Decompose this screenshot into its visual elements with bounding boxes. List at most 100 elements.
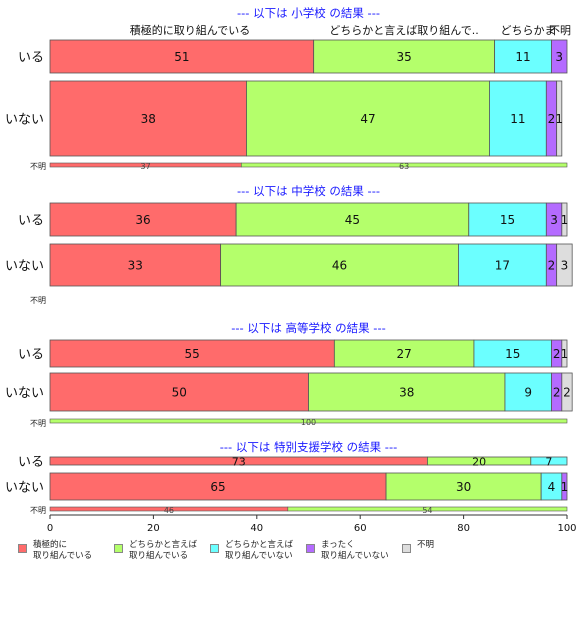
panel-1-row-2-seg-4-value: 2 — [548, 112, 556, 126]
panel-1-row-1-seg-4 — [551, 39, 568, 74]
x-tick-label-4: 60 — [354, 523, 367, 534]
x-tick-label-1: 0 — [47, 523, 53, 534]
legend-label-3: どちらかと言えば 取り組んでいない — [225, 540, 294, 561]
panel-1-row-3-seg-2-value: 63 — [399, 162, 409, 171]
panel-2-row-3-label: 不明 — [30, 296, 46, 305]
panel-3-row-3-seg-2 — [49, 418, 568, 424]
x-tick-label-6: 100 — [557, 523, 576, 534]
panel-title-1: --- 以下は 小学校 の結果 --- — [237, 6, 380, 20]
panel-1-row-1-seg-1 — [49, 39, 315, 74]
panel-4-row-2-seg-2-value: 30 — [456, 480, 471, 494]
panel-1-row-1-seg-3-value: 11 — [515, 50, 530, 64]
panel-3-row-2-seg-4-value: 2 — [553, 386, 561, 400]
legend-swatch-5 — [402, 544, 411, 553]
panel-4-row-1-seg-2-value: 20 — [472, 456, 486, 469]
top-label-1: 積極的に取り組んでいる — [130, 23, 250, 37]
x-tick-label-2: 20 — [147, 523, 160, 534]
panel-4-row-2-seg-1 — [49, 472, 387, 501]
panel-1-row-1-seg-1-value: 51 — [174, 50, 189, 64]
panel-2-row-1-label: いる — [18, 214, 44, 229]
panel-2-row-1-seg-4-value: 3 — [550, 213, 558, 227]
panel-3-row-2-seg-2-value: 38 — [399, 386, 414, 400]
panel-4-row-3-seg-1-value: 46 — [164, 506, 174, 515]
legend-label-2: どちらかと言えば 取り組んでいる — [129, 540, 198, 561]
panel-3-row-2-seg-5-value: 2 — [563, 386, 571, 400]
panel-4-row-2-seg-4 — [561, 472, 568, 501]
panel-3-row-2-seg-2 — [308, 372, 506, 412]
x-tick-label-5: 80 — [457, 523, 470, 534]
panel-2-row-2-seg-5-value: 3 — [561, 259, 569, 273]
panel-title-3: --- 以下は 高等学校 の結果 --- — [231, 321, 386, 335]
panel-2-row-1-seg-3-value: 15 — [500, 213, 515, 227]
panel-3-row-2-seg-3-value: 9 — [524, 386, 532, 400]
x-tick-label-3: 40 — [250, 523, 263, 534]
panel-3-row-1-seg-5 — [561, 339, 568, 368]
legend-item-1: 積極的に 取り組んでいる — [18, 540, 92, 562]
panel-2-row-2-seg-3-value: 17 — [495, 259, 510, 273]
top-label-2: どちらかと言えば取り組んで.. — [329, 24, 478, 37]
panel-3-row-3-label: 不明 — [30, 419, 46, 428]
panel-4-row-1-seg-3-value: 7 — [545, 456, 552, 469]
panel-2-row-2-seg-1-value: 33 — [128, 259, 143, 273]
panel-3-row-2-seg-3 — [504, 372, 552, 412]
panel-1-row-1-label: いる — [18, 51, 44, 66]
legend-swatch-3 — [210, 544, 219, 553]
panel-4-row-3-seg-2-value: 54 — [422, 506, 432, 515]
panel-2-row-2-label: いない — [5, 259, 44, 274]
panel-1-row-2-seg-5-value: 1 — [555, 112, 563, 126]
panel-2-row-2-seg-4-value: 2 — [548, 259, 556, 273]
legend-swatch-1 — [18, 544, 27, 553]
panel-4-row-1-label: いる — [18, 455, 44, 470]
top-label-4: 不明 — [549, 24, 571, 37]
panel-3-row-1-seg-2-value: 27 — [397, 347, 412, 361]
panel-3-row-1-seg-1-value: 55 — [185, 347, 200, 361]
panel-2-row-1-seg-1-value: 36 — [135, 213, 150, 227]
top-label-3: どちらかま — [501, 24, 556, 37]
panel-1-row-1-seg-4-value: 3 — [555, 50, 563, 64]
panel-1-row-2-seg-2-value: 47 — [360, 112, 375, 126]
panel-1-row-3-seg-2 — [240, 162, 568, 168]
panel-3-row-2-label: いない — [5, 386, 44, 401]
panel-4-row-2-seg-3-value: 4 — [548, 480, 556, 494]
legend-swatch-2 — [114, 544, 123, 553]
legend-swatch-4 — [306, 544, 315, 553]
panel-4-row-3-seg-2 — [287, 506, 568, 512]
panel-3-row-1-seg-5-value: 1 — [561, 347, 569, 361]
panel-3-row-1-label: いる — [18, 348, 44, 363]
panel-4-row-2-seg-1-value: 65 — [210, 480, 225, 494]
panel-3-row-1-seg-3 — [473, 339, 552, 368]
panel-2-row-2-seg-2 — [220, 243, 459, 287]
legend-label-1: 積極的に 取り組んでいる — [33, 540, 93, 561]
panel-1-row-2-seg-3-value: 11 — [510, 112, 525, 126]
panel-3-row-2-seg-5 — [561, 372, 573, 412]
panel-1-row-1-seg-3 — [494, 39, 552, 74]
panel-title-4: --- 以下は 特別支援学校 の結果 --- — [220, 440, 398, 454]
panel-4-row-2-label: いない — [5, 481, 44, 496]
panel-title-2: --- 以下は 中学校 の結果 --- — [237, 184, 380, 198]
panel-1-row-2-seg-3 — [489, 80, 547, 157]
panel-3-row-3-seg-2-value: 100 — [301, 418, 316, 427]
panel-3-row-1-seg-4-value: 2 — [553, 347, 561, 361]
panel-1-row-2-label: いない — [5, 113, 44, 128]
panel-2-row-1-seg-1 — [49, 202, 237, 237]
panel-1-row-3-seg-1-value: 37 — [141, 162, 151, 171]
panel-2-row-1-seg-5-value: 1 — [561, 213, 569, 227]
panel-1-row-2-seg-1-value: 38 — [141, 112, 156, 126]
legend-item-5: 不明 — [402, 540, 434, 553]
panel-2-row-2-seg-5 — [556, 243, 573, 287]
legend-label-4: まったく 取り組んでいない — [321, 540, 389, 561]
panel-1-row-2-seg-1 — [49, 80, 247, 157]
panel-1-row-1-seg-2 — [313, 39, 496, 74]
panel-4-row-3-label: 不明 — [30, 506, 46, 515]
legend-label-5: 不明 — [417, 540, 435, 550]
panel-2-row-1-seg-3 — [468, 202, 547, 237]
panel-3-row-1-seg-2 — [333, 339, 475, 368]
panel-1-row-2-seg-5 — [556, 80, 563, 157]
panel-4-row-2-seg-4-value: 1 — [561, 480, 569, 494]
panel-2-row-2-seg-2-value: 46 — [332, 259, 347, 273]
panel-3-row-2-seg-1-value: 50 — [172, 386, 187, 400]
panel-2-row-2-seg-1 — [49, 243, 222, 287]
panel-4-row-1-seg-1-value: 73 — [232, 456, 246, 469]
legend-item-3: どちらかと言えば 取り組んでいない — [210, 540, 293, 562]
